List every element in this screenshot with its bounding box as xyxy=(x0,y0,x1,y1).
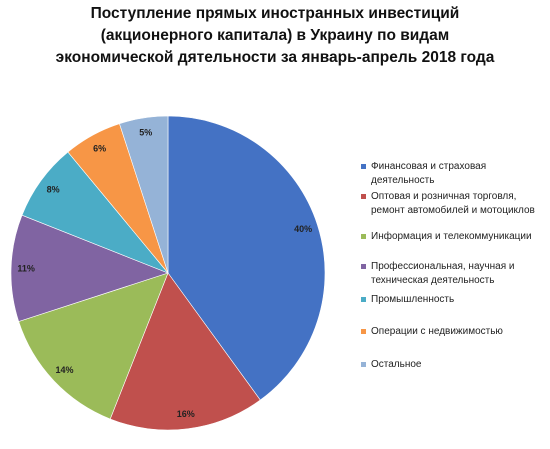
legend-swatch xyxy=(361,362,366,367)
chart-title-line-1: Поступление прямых иностранных инвестици… xyxy=(90,5,460,22)
slice-label-4: 11% xyxy=(17,264,35,274)
pie-slice-2 xyxy=(109,272,261,431)
chart-title: Поступление прямых иностранных инвестици… xyxy=(0,3,550,69)
pie-slice-4 xyxy=(10,214,169,322)
legend-swatch xyxy=(361,234,366,239)
legend-label: Операции с недвижимостью xyxy=(371,326,503,337)
legend-label: Промышленность xyxy=(371,294,455,305)
chart-title-line-3: экономической дятельности за январь-апре… xyxy=(55,49,495,66)
legend-swatch xyxy=(361,297,366,302)
slice-label-3: 14% xyxy=(55,365,73,375)
slice-label-6: 6% xyxy=(93,144,106,154)
slice-label-5: 8% xyxy=(47,185,60,195)
chart-title-line-2: (акционерного капитала) в Украину по вид… xyxy=(100,27,450,44)
legend-label: Информация и телекоммуникации xyxy=(371,231,532,242)
legend-label: Оптовая и розничная торговля, ремонт авт… xyxy=(371,191,535,216)
legend-swatch xyxy=(361,329,366,334)
pie-slice-7 xyxy=(119,115,169,274)
slice-label-1: 40% xyxy=(294,224,312,234)
legend-swatch xyxy=(361,164,366,169)
legend-swatch xyxy=(361,264,366,269)
slice-label-2: 16% xyxy=(177,409,195,419)
legend-label: Остальное xyxy=(371,359,422,370)
legend-label: Профессиональная, научная и техническая … xyxy=(371,261,515,286)
legend-swatch xyxy=(361,194,366,199)
legend-label: Финансовая и страховая деятельность xyxy=(371,161,487,186)
slice-label-7: 5% xyxy=(139,128,152,138)
pie-slice-1 xyxy=(167,115,326,401)
